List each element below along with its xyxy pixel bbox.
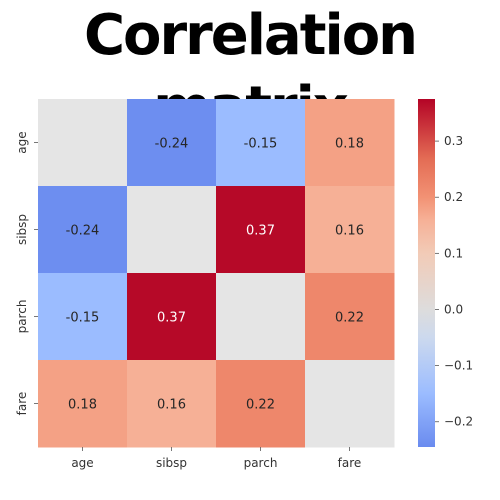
colorbar: 0.3 0.2 0.1 0.0 −0.1 −0.2 [418, 99, 473, 447]
heatmap-cell-sibsp-sibsp [127, 186, 217, 274]
heatmap-cell-parch-sibsp [127, 273, 217, 361]
cell-value-age-parch: -0.15 [244, 137, 278, 152]
heatmap-cell-fare-fare [305, 360, 395, 448]
x-tick-label-sibsp: sibsp [156, 456, 187, 470]
heatmap-cell-parch-age [38, 273, 128, 361]
cell-value-parch-age: -0.15 [66, 311, 100, 326]
cell-value-age-fare: 0.18 [335, 137, 364, 152]
heatmap-cell-age-sibsp [127, 99, 217, 187]
x-tick-label-parch: parch [244, 456, 278, 470]
colorbar-tick-label: 0.0 [444, 302, 463, 316]
cell-value-sibsp-fare: 0.16 [335, 224, 364, 239]
axis-ticks: age sibsp parch fare age sibsp parch fare [15, 131, 361, 470]
colorbar-tick-label: 0.1 [444, 246, 463, 260]
heatmap-cell-parch-parch [216, 273, 306, 361]
colorbar-tick-label: 0.3 [444, 134, 463, 148]
heatmap-cell-fare-age [38, 360, 128, 448]
cell-value-fare-parch: 0.22 [246, 398, 275, 413]
colorbar-gradient [418, 99, 435, 447]
heatmap-cell-fare-sibsp [127, 360, 217, 448]
x-tick-label-age: age [71, 456, 93, 470]
heatmap-cell-age-age [38, 99, 128, 187]
heatmap-cell-age-parch [216, 99, 306, 187]
heatmap-cell-sibsp-fare [305, 186, 395, 274]
cell-value-fare-age: 0.18 [68, 398, 97, 413]
cell-value-age-sibsp: -0.24 [155, 137, 189, 152]
heatmap-cell-parch-fare [305, 273, 395, 361]
y-tick-label-parch: parch [15, 300, 29, 334]
y-tick-label-sibsp: sibsp [15, 214, 29, 245]
heatmap-cell-sibsp-parch [216, 186, 306, 274]
colorbar-tick-label: −0.1 [444, 359, 473, 373]
cell-value-sibsp-parch: 0.37 [246, 224, 275, 239]
cell-value-fare-sibsp: 0.16 [157, 398, 186, 413]
heatmap-cell-age-fare [305, 99, 395, 187]
y-tick-label-age: age [15, 131, 29, 153]
cell-value-parch-fare: 0.22 [335, 311, 364, 326]
heatmap-cell-sibsp-age [38, 186, 128, 274]
heatmap-cell-fare-parch [216, 360, 306, 448]
colorbar-tick-label: −0.2 [444, 415, 473, 429]
y-tick-label-fare: fare [15, 392, 29, 416]
cell-value-parch-sibsp: 0.37 [157, 311, 186, 326]
x-tick-label-fare: fare [338, 456, 362, 470]
heatmap-cells [38, 99, 395, 448]
cell-value-sibsp-age: -0.24 [66, 224, 100, 239]
cell-annotations: -0.24 -0.15 0.18 -0.24 0.37 0.16 -0.15 0.37 0.22… [66, 137, 364, 413]
colorbar-tick-label: 0.2 [444, 190, 463, 204]
